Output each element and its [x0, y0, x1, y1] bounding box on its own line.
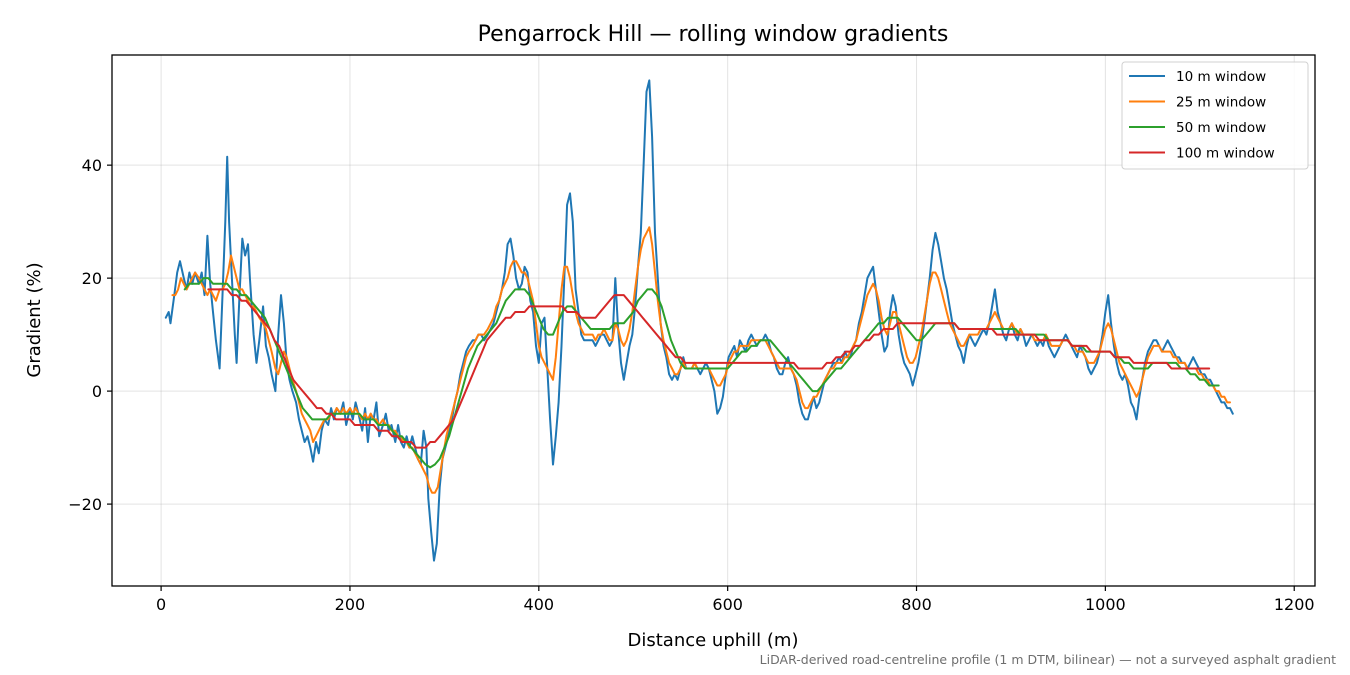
x-axis: 0 200 400 600 800 1000 1200	[156, 586, 1315, 614]
footnote: LiDAR-derived road-centreline profile (1…	[760, 652, 1336, 667]
legend-label: 25 m window	[1176, 95, 1266, 111]
x-axis-label: Distance uphill (m)	[628, 630, 799, 651]
y-tick-label: 40	[82, 156, 102, 175]
series-line-2	[171, 226, 1231, 494]
series-line-4	[207, 288, 1211, 449]
legend-label: 50 m window	[1176, 120, 1266, 136]
y-tick-label: 0	[92, 382, 102, 401]
series-layer	[164, 79, 1234, 562]
y-axis-label: Gradient (%)	[24, 262, 45, 377]
series-line-1	[164, 79, 1234, 562]
chart-title: Pengarrock Hill — rolling window gradien…	[478, 22, 949, 47]
x-tick-label: 200	[335, 595, 366, 614]
legend-box	[1121, 61, 1309, 170]
x-tick-label: 600	[712, 595, 743, 614]
legend-label: 100 m window	[1176, 146, 1275, 162]
series-line-3	[183, 277, 1220, 469]
x-tick-label: 400	[524, 595, 555, 614]
y-tick-label: 20	[82, 269, 102, 288]
y-axis: −20 0 20 40	[68, 156, 112, 514]
x-tick-label: 800	[901, 595, 932, 614]
y-tick-label: −20	[68, 495, 102, 514]
legend-label: 10 m window	[1176, 69, 1266, 85]
x-tick-label: 1200	[1274, 595, 1315, 614]
legend: 10 m window 25 m window 50 m window 100 m w…	[1121, 61, 1309, 170]
x-tick-label: 1000	[1085, 595, 1126, 614]
plot-frame	[111, 54, 1316, 587]
x-tick-label: 0	[156, 595, 166, 614]
